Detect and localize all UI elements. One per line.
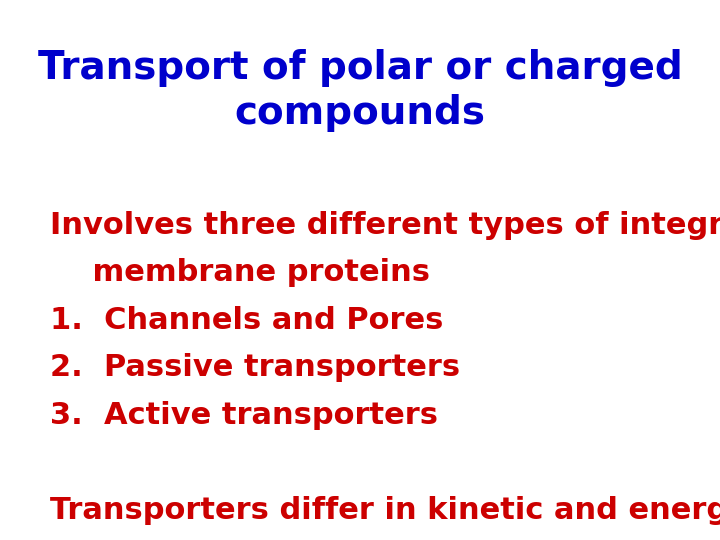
Text: Involves three different types of integral: Involves three different types of integr…: [50, 211, 720, 240]
Text: Transporters differ in kinetic and energy: Transporters differ in kinetic and energ…: [50, 496, 720, 525]
Text: Transport of polar or charged
compounds: Transport of polar or charged compounds: [37, 49, 683, 132]
Text: membrane proteins: membrane proteins: [50, 258, 431, 287]
Text: 1.  Channels and Pores: 1. Channels and Pores: [50, 306, 444, 335]
Text: 3.  Active transporters: 3. Active transporters: [50, 401, 438, 430]
Text: 2.  Passive transporters: 2. Passive transporters: [50, 353, 461, 382]
